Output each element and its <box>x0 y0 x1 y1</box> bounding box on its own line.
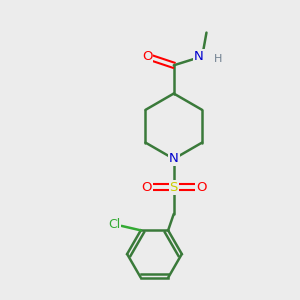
Text: S: S <box>169 181 178 194</box>
Text: O: O <box>141 181 152 194</box>
Text: O: O <box>142 50 152 63</box>
Text: O: O <box>196 181 206 194</box>
Text: N: N <box>169 152 179 165</box>
Text: N: N <box>194 50 204 63</box>
Text: H: H <box>214 54 223 64</box>
Text: Cl: Cl <box>108 218 120 231</box>
